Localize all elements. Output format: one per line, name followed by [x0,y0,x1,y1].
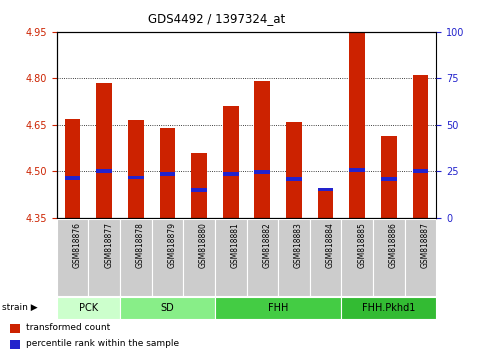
Text: GSM818880: GSM818880 [199,222,208,268]
Bar [286,177,302,181]
Bar [405,219,436,296]
Bar [57,219,88,296]
Bar [317,190,333,218]
Text: PCK: PCK [79,303,98,313]
Text: GSM818884: GSM818884 [325,222,335,268]
Text: FHH: FHH [268,303,288,313]
Bar [254,170,270,174]
Bar [120,219,152,296]
Bar [341,219,373,296]
Bar [413,170,428,173]
Text: GSM818877: GSM818877 [104,222,113,268]
Bar [381,177,397,181]
Text: transformed count: transformed count [26,323,110,332]
Bar [341,297,436,319]
Text: GSM818876: GSM818876 [72,222,81,268]
Bar [191,153,207,218]
Bar [160,128,176,218]
Bar [215,219,246,296]
Bar [183,219,215,296]
Text: percentile rank within the sample: percentile rank within the sample [26,339,179,348]
Bar [10,324,20,333]
Bar [65,119,80,218]
Bar [223,106,239,218]
Bar [88,219,120,296]
Bar [317,188,333,192]
Text: strain ▶: strain ▶ [2,303,38,312]
Bar [215,297,341,319]
Bar [373,219,405,296]
Text: SD: SD [161,303,175,313]
Bar [65,176,80,180]
Text: GSM818879: GSM818879 [168,222,176,268]
Text: FHH.Pkhd1: FHH.Pkhd1 [362,303,416,313]
Bar [57,297,120,319]
Bar [278,219,310,296]
Bar [96,170,112,173]
Bar [350,32,365,218]
Text: GDS4492 / 1397324_at: GDS4492 / 1397324_at [147,12,285,25]
Bar [128,176,143,179]
Bar [96,83,112,218]
Bar [191,188,207,192]
Bar [286,122,302,218]
Bar [350,168,365,172]
Bar [10,340,20,349]
Text: GSM818887: GSM818887 [421,222,429,268]
Text: GSM818882: GSM818882 [262,222,271,268]
Bar [381,136,397,218]
Bar [120,297,215,319]
Text: GSM818883: GSM818883 [294,222,303,268]
Bar [413,75,428,218]
Bar [128,120,143,218]
Text: GSM818878: GSM818878 [136,222,145,268]
Bar [246,219,278,296]
Bar [152,219,183,296]
Bar [160,172,176,176]
Bar [223,172,239,176]
Bar [254,81,270,218]
Bar [310,219,341,296]
Text: GSM818886: GSM818886 [389,222,398,268]
Text: GSM818885: GSM818885 [357,222,366,268]
Text: GSM818881: GSM818881 [231,222,240,268]
